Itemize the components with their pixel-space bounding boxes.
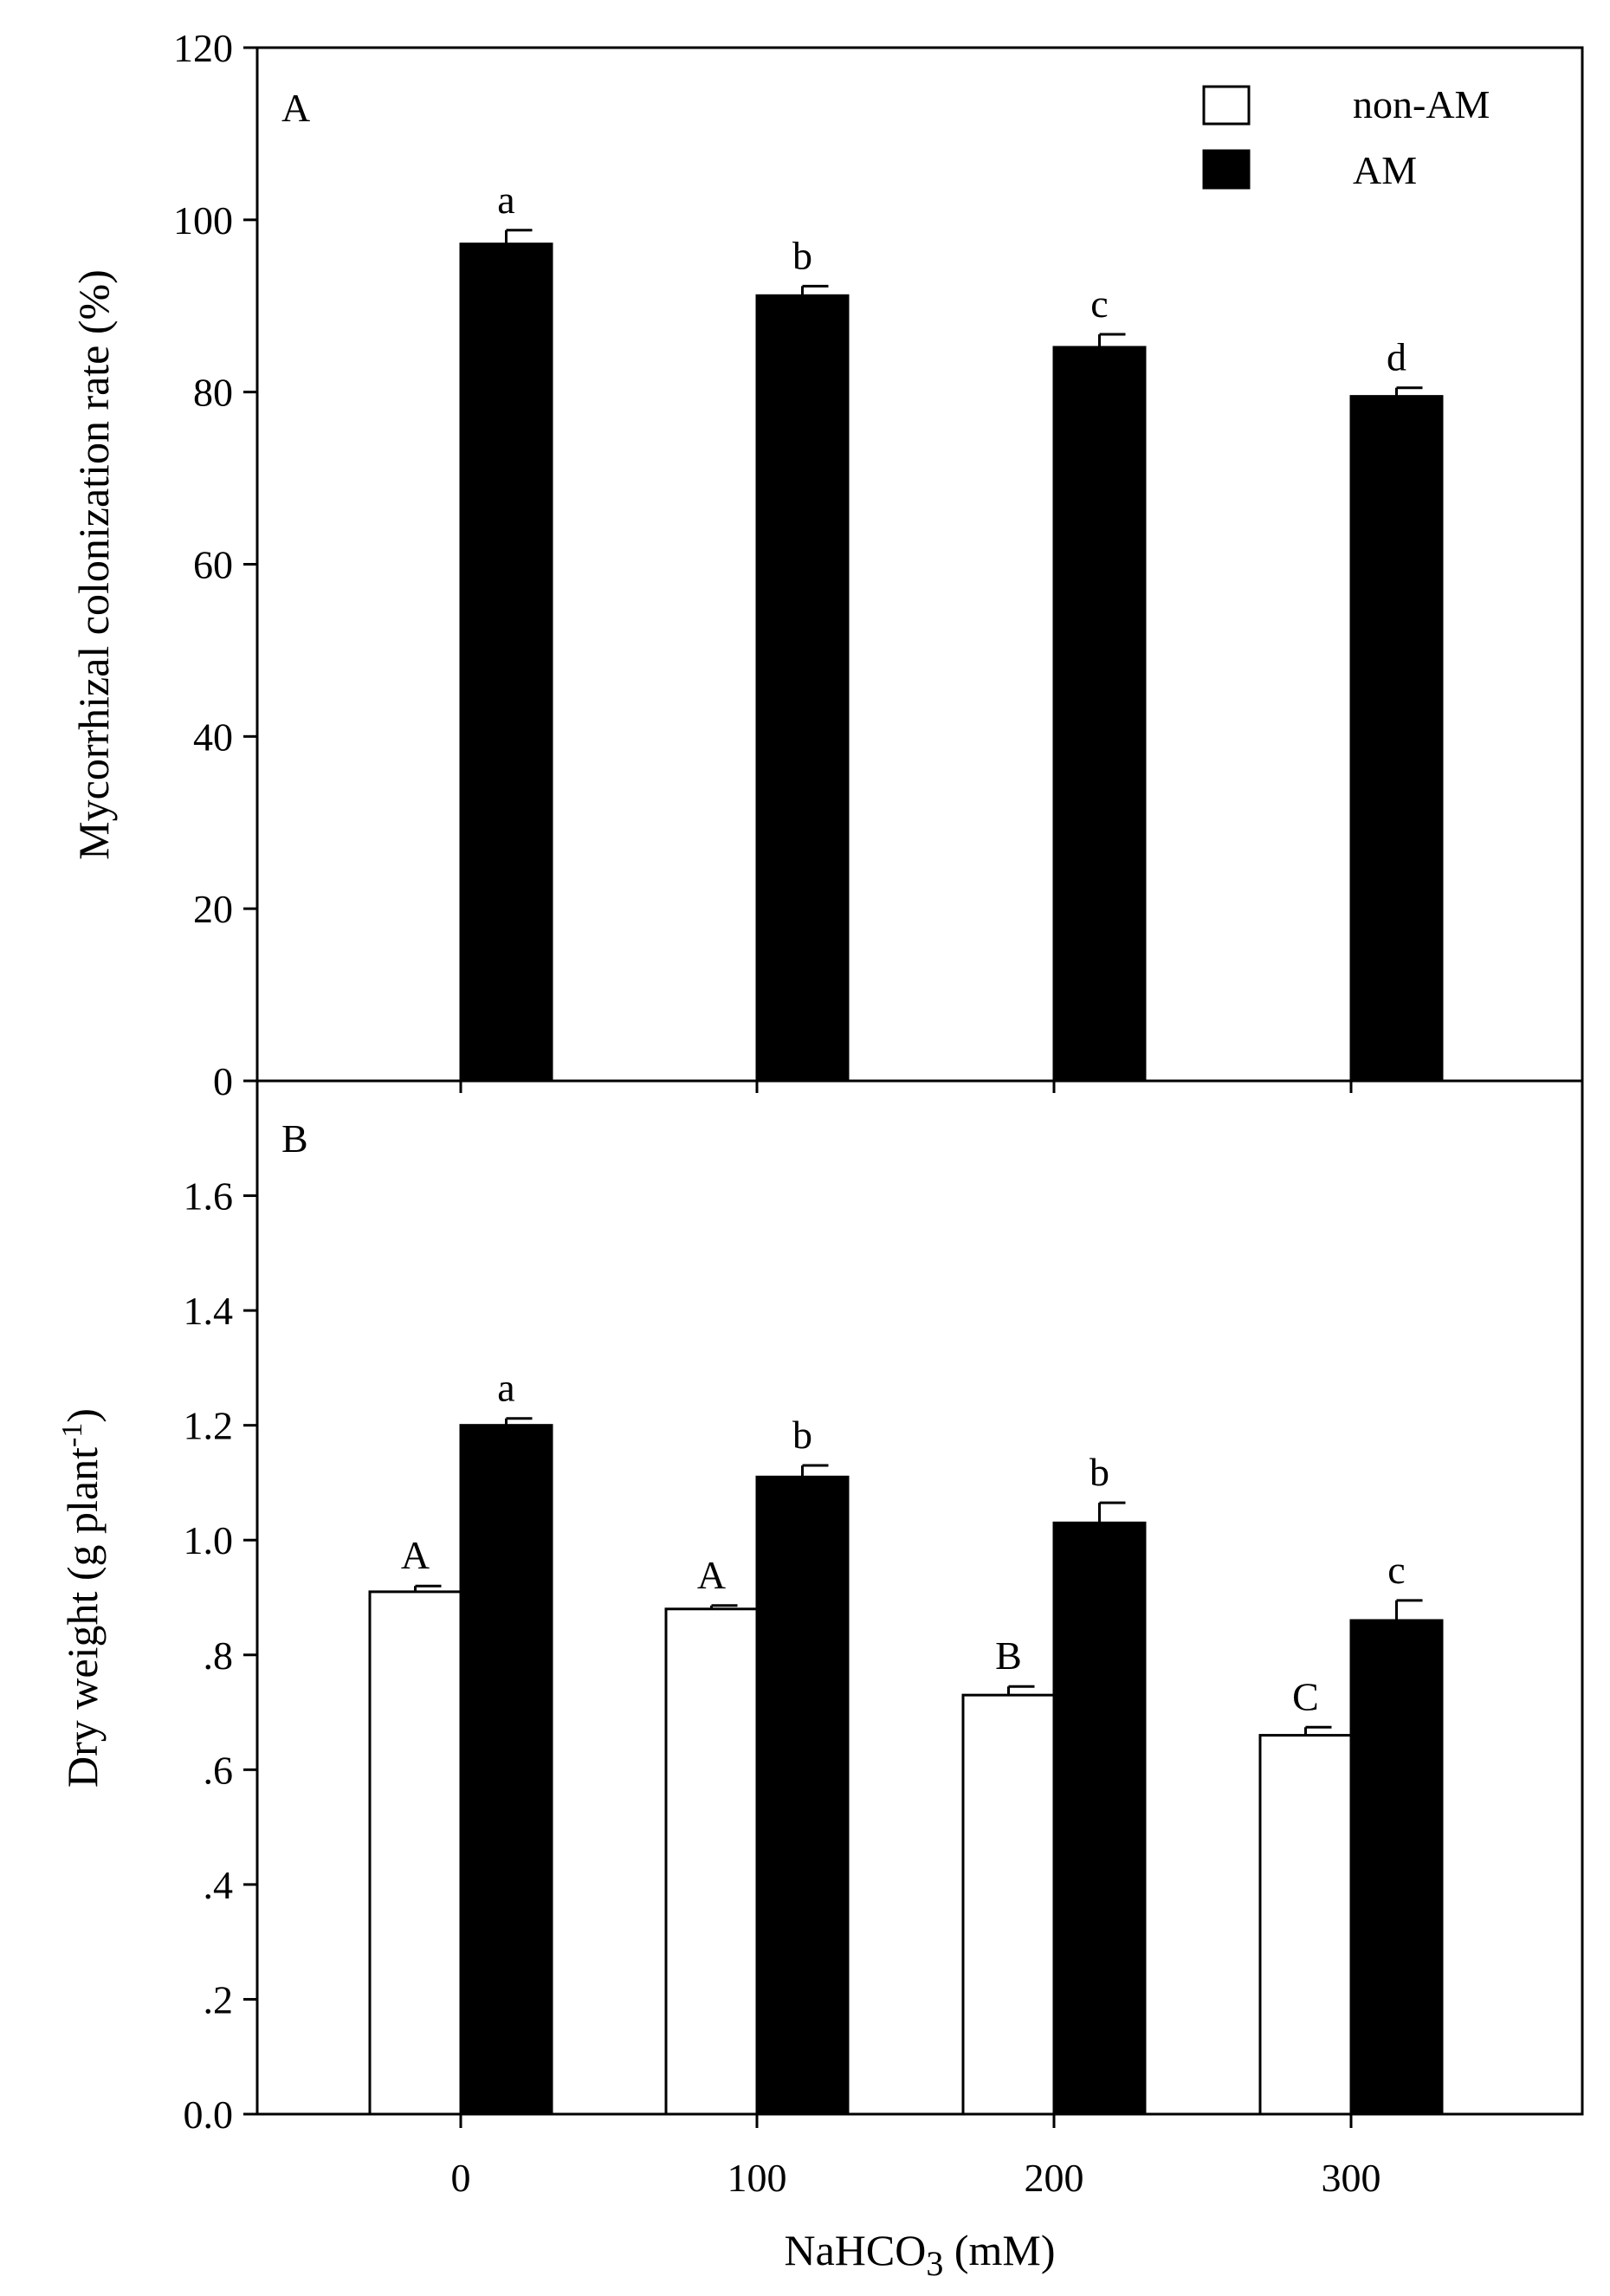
panel-b-significance-letter-non-am: B <box>995 1633 1022 1678</box>
legend-swatch-am <box>1202 149 1251 190</box>
panel-b-y-axis-title: Dry weight (g plant-1) <box>56 1408 107 1788</box>
panel-b-significance-letter-am: b <box>792 1413 812 1457</box>
panel-a-y-tick-label: 120 <box>173 26 233 70</box>
panel-b-bar-group-non-am: A <box>664 1553 759 2116</box>
panel-b-y-tick-label: .4 <box>204 1863 234 1907</box>
panel-a-y-tick-label: 20 <box>193 887 233 931</box>
panel-b-bar-non-am <box>664 1607 759 2116</box>
panel-b-bar-non-am <box>368 1590 462 2116</box>
panel-b-bar-am <box>459 1424 553 2116</box>
panel-b-y-tick-label: 1.4 <box>184 1289 234 1333</box>
panel-a-bars: a b c d <box>459 178 1444 1083</box>
x-tick-label: 100 <box>727 2156 787 2200</box>
panel-a-bar-group-am: a <box>459 178 553 1083</box>
panel-b-frame <box>255 1079 1584 2116</box>
panel-a-bar-group-am: b <box>755 233 850 1083</box>
panel-b-bar-group-am: c <box>1349 1548 1444 2116</box>
panel-a-significance-letter-am: a <box>497 178 514 222</box>
panel-b-bar-group-am: b <box>755 1413 850 2116</box>
panel-a-y-tick-label: 100 <box>173 198 233 243</box>
panel-a-significance-letter-am: b <box>792 233 812 277</box>
x-axis-ticks: 0 100 200 300 <box>451 1081 1381 2200</box>
panel-b-y-tick-label: 1.2 <box>184 1404 234 1448</box>
panel-b-y-axis-title-end: ) <box>58 1408 107 1423</box>
panel-b-bar-group-am: a <box>459 1366 553 2116</box>
panel-a-y-tick-label: 80 <box>193 371 233 415</box>
panel-b-bars: A A B Ca b b c <box>368 1366 1444 2116</box>
panel-a-y-axis-title: Mycorrhizal colonization rate (%) <box>69 269 118 860</box>
panel-a-y-tick-label: 40 <box>193 715 233 759</box>
panel-b-y-tick-label: .8 <box>204 1633 234 1678</box>
panel-b-y-axis-title-sup: -1 <box>56 1423 88 1447</box>
x-axis-title-sub: 3 <box>926 2244 943 2283</box>
panel-b-bar-group-non-am: B <box>961 1633 1056 2116</box>
legend-swatch-non-am <box>1202 85 1251 126</box>
x-axis-title-post: (mM) <box>943 2226 1055 2274</box>
panel-b-bar-non-am <box>961 1693 1056 2116</box>
panel-a-bar-group-am: d <box>1349 335 1444 1083</box>
panel-b-significance-letter-non-am: C <box>1292 1674 1319 1718</box>
panel-a-bar-am <box>1349 395 1444 1083</box>
panel-b-bar-am <box>755 1475 850 2116</box>
panel-b-y-axis-title-main: Dry weight (g plant <box>58 1447 107 1788</box>
panel-b-y-tick-label: 1.0 <box>184 1518 234 1562</box>
x-tick-label: 0 <box>451 2156 471 2200</box>
panel-a-label: A <box>281 86 310 130</box>
panel-a-bar-am <box>1052 346 1147 1083</box>
panel-a-y-tick-label: 60 <box>193 543 233 587</box>
panel-b-bar-am <box>1052 1521 1147 2116</box>
legend-label-non-am: non-AM <box>1353 82 1490 126</box>
legend: non-AM AM <box>1202 82 1490 192</box>
panel-b-significance-letter-non-am: A <box>697 1553 726 1597</box>
panel-a-significance-letter-am: d <box>1387 335 1406 379</box>
legend-label-am: AM <box>1353 148 1417 192</box>
panel-b-significance-letter-am: a <box>497 1366 514 1410</box>
panel-b-bar-non-am <box>1258 1734 1353 2116</box>
panel-b-significance-letter-am: b <box>1089 1450 1109 1494</box>
panel-a: A non-AM AM 0 20 40 60 80 100 120 a b c d Mycorrh… <box>69 26 1584 1103</box>
panel-b-bar-group-am: b <box>1052 1450 1147 2116</box>
panel-b-significance-letter-non-am: A <box>401 1533 430 1577</box>
panel-b-label: B <box>281 1116 308 1161</box>
panel-b-bar-group-non-am: C <box>1258 1674 1353 2116</box>
panel-b-y-ticks: 0.0 .2 .4 .6 .8 1.0 1.2 1.4 1.6 <box>184 1174 257 2137</box>
panel-b: B 0.0 .2 .4 .6 .8 1.0 1.2 1.4 1.6 A A B Ca b b c 0 100 2… <box>56 1079 1584 2283</box>
panel-a-y-ticks: 0 20 40 60 80 100 120 <box>173 26 257 1103</box>
panel-b-y-tick-label: .2 <box>204 1977 234 2021</box>
panel-a-significance-letter-am: c <box>1090 281 1108 326</box>
panel-b-bar-group-non-am: A <box>368 1533 462 2116</box>
x-tick-label: 200 <box>1025 2156 1084 2200</box>
x-axis-title: NaHCO3 (mM) <box>784 2226 1055 2283</box>
x-axis-title-pre: NaHCO <box>784 2226 926 2274</box>
panel-a-bar-am <box>459 243 553 1083</box>
panel-b-y-tick-label: .6 <box>204 1748 234 1792</box>
panel-b-y-tick-label: 1.6 <box>184 1174 234 1219</box>
x-tick-label: 300 <box>1322 2156 1381 2200</box>
panel-a-bar-group-am: c <box>1052 281 1147 1083</box>
panel-b-bar-am <box>1349 1619 1444 2116</box>
panel-a-y-tick-label: 0 <box>213 1059 233 1103</box>
panel-a-bar-am <box>755 294 850 1083</box>
panel-b-significance-letter-am: c <box>1387 1548 1405 1592</box>
panel-b-y-tick-label: 0.0 <box>184 2092 234 2137</box>
